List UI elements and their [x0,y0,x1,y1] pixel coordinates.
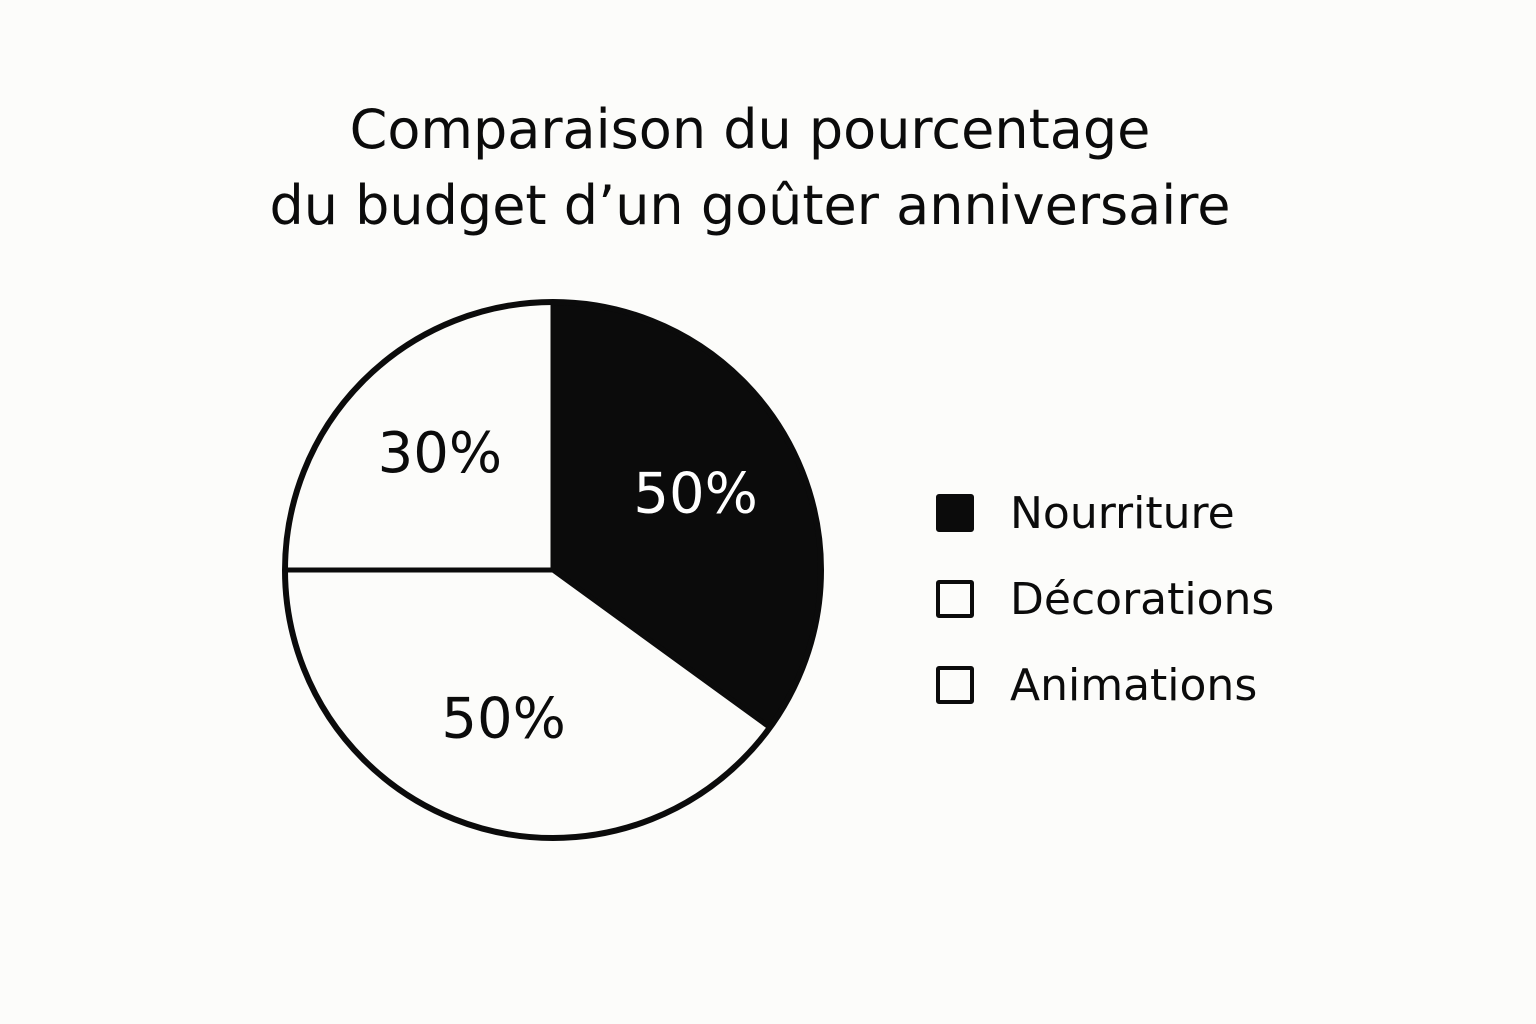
legend-swatch-animations [936,666,974,704]
legend-label-decorations: Décorations [1010,573,1275,625]
legend-label-nourriture: Nourriture [1010,487,1235,539]
legend-swatch-decorations [936,580,974,618]
legend-item-decorations: Décorations [936,556,1274,642]
legend-item-nourriture: Nourriture [936,470,1274,556]
legend-swatch-nourriture [936,494,974,532]
pie-label-animations: 30% [378,421,502,486]
pie-label-nourriture: 50% [633,462,757,527]
chart-title: Comparaison du pourcentage du budget d’u… [0,92,1500,244]
legend-label-animations: Animations [1010,659,1258,711]
legend-item-animations: Animations [936,642,1274,728]
pie-label-decorations: 50% [441,686,565,751]
chart-title-line-2: du budget d’un goûter anniversaire [269,174,1231,237]
pie-outline [282,299,824,841]
legend: Nourriture Décorations Animations [936,470,1274,728]
chart-title-line-1: Comparaison du pourcentage [349,98,1151,161]
